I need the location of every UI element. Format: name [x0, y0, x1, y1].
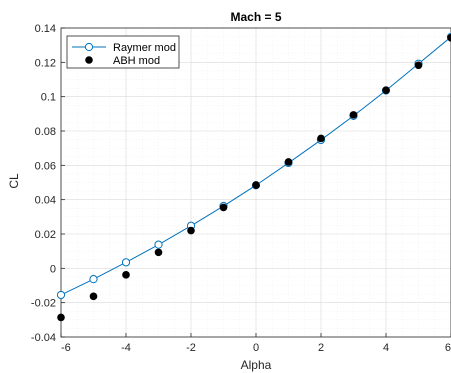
y-tick-label: -0.04	[31, 332, 56, 344]
data-point	[121, 258, 131, 267]
x-tick-label: -6	[61, 342, 71, 354]
data-point	[219, 203, 228, 212]
y-axis-label: CL	[7, 173, 21, 189]
y-tick-label: -0.02	[31, 298, 56, 310]
x-tick-label: 0	[253, 342, 259, 354]
legend: Raymer mod ABH mod	[66, 35, 180, 69]
legend-marker-abh	[85, 56, 93, 64]
y-tick-labels: -0.04 -0.02 0 0.02 0.04 0.06 0.08 0.1 0.12 0.14	[31, 23, 56, 344]
y-tick-label: 0.14	[35, 23, 56, 35]
data-point	[317, 134, 325, 143]
series-layer	[56, 32, 451, 322]
x-tick-label: 2	[318, 342, 324, 354]
series-1	[57, 33, 451, 322]
legend-label-abh: ABH mod	[113, 55, 160, 67]
x-tick-label: 6	[445, 342, 451, 354]
data-point	[89, 292, 98, 301]
data-point	[89, 275, 98, 284]
y-tick-label: 0.12	[35, 57, 56, 69]
data-point	[252, 181, 260, 189]
data-point	[154, 240, 163, 249]
data-point	[154, 248, 163, 257]
data-point	[122, 271, 130, 279]
data-point	[349, 111, 358, 119]
chart-title: Mach = 5	[230, 10, 281, 24]
x-tick-labels: -6 -4 -2 0 2 4 6	[61, 342, 451, 354]
y-tick-label: 0.08	[35, 126, 56, 138]
data-point	[57, 313, 65, 322]
y-tick-label: 0.06	[35, 160, 56, 172]
x-tick-label: -4	[121, 342, 131, 354]
y-tick-label: 0	[50, 263, 56, 275]
data-point	[382, 86, 390, 94]
legend-label-raymer: Raymer mod	[113, 42, 176, 54]
major-grid	[60, 27, 451, 338]
data-point	[447, 33, 451, 42]
y-tick-label: 0.1	[41, 92, 56, 104]
data-point	[284, 158, 293, 166]
x-tick-label: 4	[383, 342, 389, 354]
x-tick-label: -2	[186, 342, 196, 354]
data-point	[56, 290, 66, 300]
x-axis-label: Alpha	[241, 358, 272, 372]
y-tick-label: 0.04	[35, 195, 56, 207]
data-point	[187, 226, 195, 235]
legend-marker-raymer	[84, 42, 94, 52]
data-point	[414, 61, 423, 70]
legend-box	[66, 35, 180, 69]
tick-marks	[60, 27, 451, 338]
y-tick-label: 0.02	[35, 229, 56, 241]
